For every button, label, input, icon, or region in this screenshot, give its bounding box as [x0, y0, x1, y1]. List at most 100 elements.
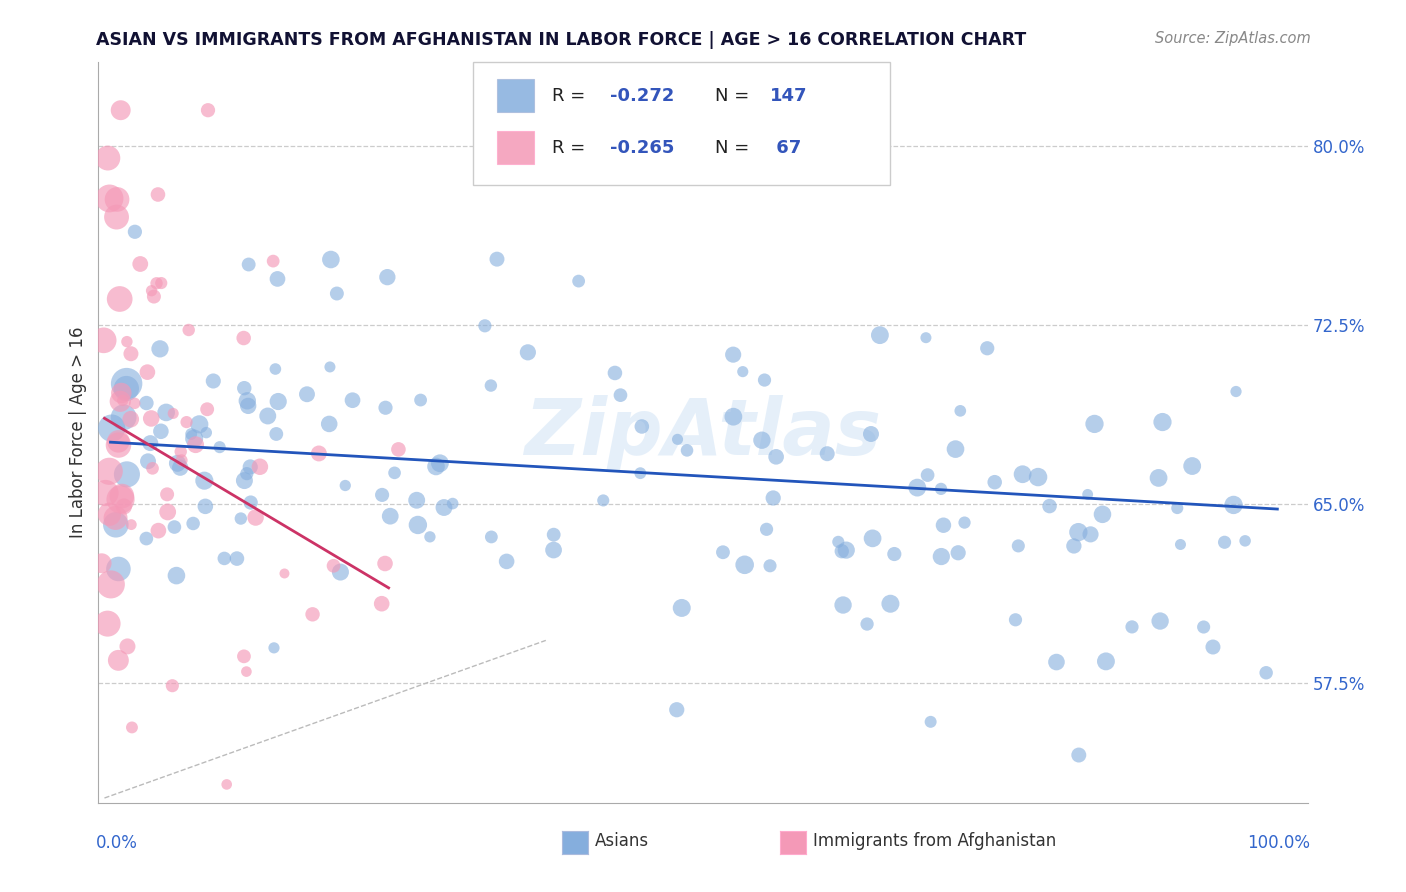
Point — [238, 258, 260, 272]
Text: -0.272: -0.272 — [610, 87, 675, 104]
Point — [1004, 613, 1026, 627]
Point — [110, 492, 132, 507]
Text: N =: N = — [716, 138, 755, 157]
Point — [215, 777, 238, 791]
Point — [239, 459, 262, 474]
Point — [543, 543, 565, 558]
Point — [356, 804, 378, 818]
Point — [165, 568, 187, 582]
Point — [105, 193, 128, 207]
Point — [721, 348, 744, 362]
Point — [150, 276, 173, 290]
Point — [387, 442, 409, 457]
Point — [264, 362, 287, 376]
Point — [236, 467, 259, 481]
Point — [235, 665, 257, 679]
Point — [405, 493, 427, 508]
Point — [233, 474, 256, 488]
Point — [879, 597, 901, 611]
Point — [145, 277, 167, 291]
Point — [183, 432, 205, 446]
Point — [104, 511, 127, 525]
Point — [441, 497, 464, 511]
Point — [1166, 501, 1188, 516]
Point — [94, 486, 117, 500]
Point — [932, 518, 955, 533]
Point — [665, 703, 688, 717]
FancyBboxPatch shape — [474, 62, 890, 185]
Point — [256, 409, 278, 423]
Point — [308, 446, 330, 460]
Point — [723, 409, 745, 424]
FancyBboxPatch shape — [498, 79, 534, 112]
Point — [759, 558, 782, 573]
Point — [1091, 508, 1114, 522]
Point — [239, 495, 262, 509]
Point — [193, 474, 215, 488]
Point — [479, 530, 502, 544]
Point — [208, 440, 231, 454]
Point — [120, 412, 142, 426]
Point — [319, 252, 342, 267]
Point — [115, 334, 138, 349]
Point — [202, 374, 225, 388]
Point — [1080, 527, 1102, 541]
Point — [214, 551, 236, 566]
Point — [371, 488, 394, 502]
Text: Immigrants from Afghanistan: Immigrants from Afghanistan — [813, 832, 1056, 850]
Point — [141, 411, 163, 425]
Point — [628, 466, 651, 480]
Point — [1083, 417, 1105, 431]
Point — [115, 382, 138, 396]
Point — [149, 342, 172, 356]
Point — [329, 565, 352, 579]
Point — [197, 103, 219, 118]
Point — [232, 331, 254, 345]
Point — [107, 438, 129, 452]
Point — [1234, 533, 1257, 548]
Point — [1067, 747, 1090, 762]
Point — [162, 679, 184, 693]
Point — [181, 516, 204, 531]
Point — [1067, 525, 1090, 540]
Point — [326, 286, 349, 301]
Point — [170, 444, 193, 458]
Point — [374, 557, 396, 571]
Point — [384, 466, 406, 480]
Point — [762, 491, 785, 505]
Point — [273, 566, 295, 581]
Point — [129, 257, 152, 271]
Point — [249, 459, 271, 474]
Point — [342, 393, 364, 408]
Point — [516, 345, 538, 359]
Point — [1007, 539, 1029, 553]
Point — [142, 289, 165, 303]
Point — [111, 393, 134, 408]
Point — [97, 616, 120, 631]
Point — [108, 292, 131, 306]
Point — [976, 341, 998, 355]
Point — [141, 461, 163, 475]
Point — [676, 443, 699, 458]
Point — [380, 509, 402, 524]
FancyBboxPatch shape — [498, 131, 534, 164]
Point — [141, 284, 163, 298]
Point — [1170, 537, 1192, 551]
Point — [1038, 499, 1060, 513]
Point — [1192, 620, 1215, 634]
Point — [374, 401, 396, 415]
Text: ZipAtlas: ZipAtlas — [524, 394, 882, 471]
Point — [1256, 665, 1278, 680]
Point — [630, 419, 652, 434]
Point — [1202, 640, 1225, 654]
Point — [245, 510, 267, 524]
Point — [112, 500, 135, 514]
Point — [184, 438, 207, 452]
Point — [765, 450, 787, 464]
Point — [945, 442, 967, 456]
Point — [474, 318, 496, 333]
Point — [170, 453, 193, 467]
Point — [751, 434, 773, 448]
Point — [318, 417, 340, 431]
Point — [177, 323, 200, 337]
